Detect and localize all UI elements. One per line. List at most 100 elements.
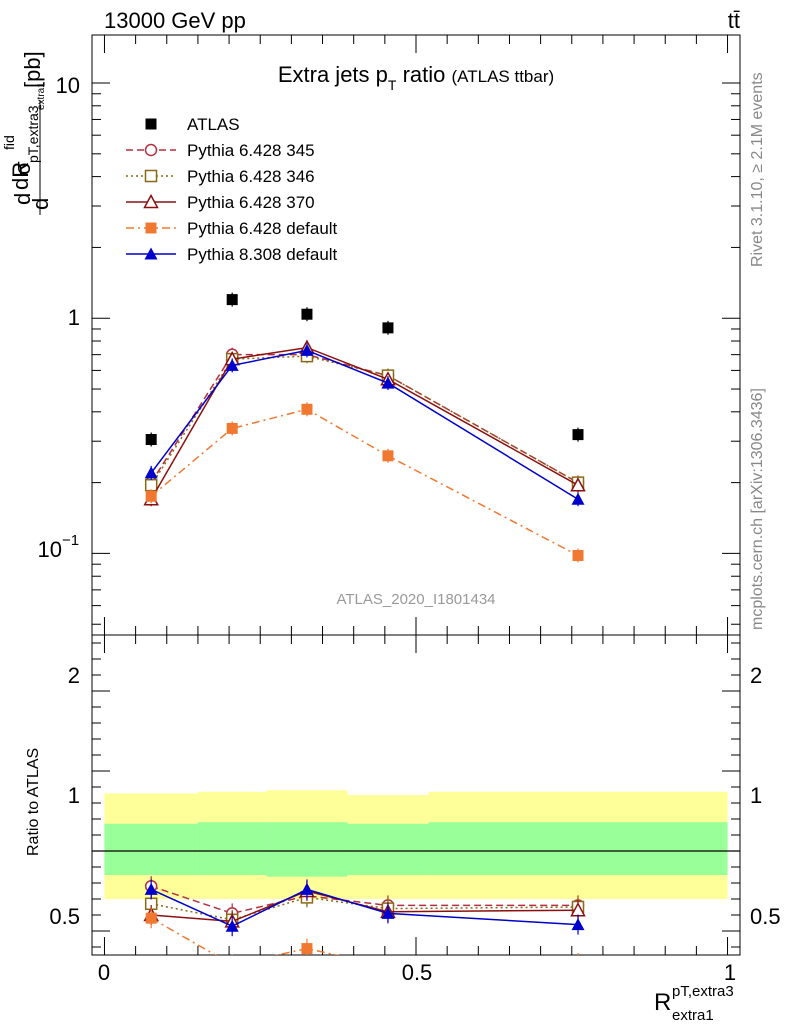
series-5 <box>144 343 585 507</box>
series-line-2 <box>150 355 579 486</box>
xtick-label-0.5: 0.5 <box>402 960 433 985</box>
data-point-5-2 <box>300 343 314 356</box>
top-ytick-label-10: 10 <box>56 73 80 98</box>
data-point-5-0 <box>144 466 158 479</box>
data-point-0-0 <box>145 434 157 446</box>
legend-marker-1 <box>144 143 158 157</box>
bottom-ytick-label-0.5: 0.5 <box>49 904 80 929</box>
series-line-5 <box>150 349 579 500</box>
ratio-point-4-0 <box>144 882 158 895</box>
bottom-ytick-right-label-2: 2 <box>750 663 762 688</box>
legend-label-1: Pythia 6.428 345 <box>187 141 315 160</box>
svg-text:fid: fid <box>1 135 17 150</box>
ratio-point-4-3 <box>381 906 395 919</box>
ratio-series-3 <box>145 908 584 972</box>
bottom-yaxis-label: Ratio to ATLAS <box>25 748 42 856</box>
chart-title: Extra jets pT ratio (ATLAS ttbar) <box>278 62 554 93</box>
top-axis-ticks <box>92 35 740 635</box>
analysis-watermark: ATLAS_2020_I1801434 <box>336 591 495 608</box>
series-line-4 <box>150 408 579 557</box>
legend-item-4: Pythia 6.428 default <box>126 219 338 238</box>
chart-title-note: (ATLAS ttbar) <box>452 67 555 86</box>
ratio-point-3-3 <box>382 961 393 972</box>
svg-text:σ: σ <box>10 161 35 175</box>
top-ytick-label-1: 1 <box>68 305 80 330</box>
data-point-0-1 <box>226 294 238 306</box>
data-point-4-1 <box>226 422 238 434</box>
top-series-group <box>143 292 586 563</box>
chart-title-rest: ratio <box>396 62 445 87</box>
data-point-0-2 <box>301 308 313 320</box>
legend-marker-5 <box>144 247 158 260</box>
bottom-axis-ticks <box>92 635 740 955</box>
ratio-line-1 <box>151 896 579 921</box>
legend-label-4: Pythia 6.428 default <box>187 219 338 238</box>
legend-item-1: Pythia 6.428 345 <box>126 141 315 160</box>
series-4 <box>145 402 584 563</box>
bottom-ytick-right-label-1: 1 <box>750 783 762 808</box>
mcplots-site-label: mcplots.cern.ch [arXiv:1306.3436] <box>749 388 766 630</box>
ratio-point-3-4 <box>573 958 584 969</box>
legend-marker-4 <box>145 222 157 234</box>
green-band-3 <box>347 823 429 875</box>
xaxis-label-superscript: pT,extra3 <box>672 983 734 1000</box>
legend-marker-3 <box>143 193 159 209</box>
data-point-4-3 <box>382 450 394 462</box>
data-point-4-0 <box>145 490 157 502</box>
data-point-5-3 <box>381 376 395 389</box>
legend-label-5: Pythia 8.308 default <box>187 245 338 264</box>
bottom-ytick-right-label-0.5: 0.5 <box>750 904 781 929</box>
top-yaxis-unit: [pb] <box>20 51 45 88</box>
legend-label-2: Pythia 6.428 346 <box>187 167 315 186</box>
ratio-point-3-0 <box>145 912 157 924</box>
header-energy-label: 13000 GeV pp <box>104 8 246 33</box>
ratio-point-3-1 <box>227 959 238 970</box>
svg-text:d: d <box>10 193 35 205</box>
data-point-2-0 <box>144 478 158 492</box>
xaxis-label-subscript: extra1 <box>672 1007 714 1024</box>
green-band-0 <box>104 823 198 875</box>
series-3 <box>143 339 586 507</box>
data-point-4-2 <box>301 403 313 415</box>
legend-item-0: ATLAS <box>145 115 240 134</box>
xtick-label-0: 0 <box>98 960 110 985</box>
xaxis-label-main: R <box>654 989 671 1016</box>
legend-item-2: Pythia 6.428 346 <box>126 167 315 186</box>
legend-label-0: ATLAS <box>187 115 240 134</box>
series-1 <box>144 347 585 490</box>
svg-text:extra1: extra1 <box>36 82 47 110</box>
green-band-1 <box>197 822 267 875</box>
ratio-uncertainty-bands <box>92 790 740 899</box>
bottom-ytick-label-2: 2 <box>68 663 80 688</box>
data-point-5-4 <box>571 492 585 505</box>
data-point-0-4 <box>572 429 584 441</box>
ratio-point-4-4 <box>571 918 585 931</box>
bottom-panel: 2 1 0.5 2 1 0.5 0 0.5 1 Ratio to ATLAS R… <box>25 634 781 1024</box>
xtick-label-1: 1 <box>724 960 736 985</box>
svg-text:pT,extra3: pT,extra3 <box>25 105 41 163</box>
legend: ATLAS Pythia 6.428 345 Pythia 6.428 346 Pyt… <box>126 115 338 264</box>
top-ytick-label-0.1-exponent: −1 <box>62 532 79 549</box>
top-ytick-label-0.1: 10 <box>38 537 62 562</box>
data-point-0-3 <box>382 322 394 334</box>
data-point-5-1 <box>225 358 239 371</box>
bottom-series-group <box>143 876 586 972</box>
chart-title-main: Extra jets p <box>278 62 388 87</box>
header-process-label: tt̄ <box>728 8 740 33</box>
series-line-3 <box>150 346 579 500</box>
legend-marker-0 <box>145 118 157 130</box>
data-point-3-4 <box>570 477 586 492</box>
ratio-point-4-2 <box>300 882 314 895</box>
ratio-line-0 <box>150 885 578 915</box>
ratio-line-3 <box>150 917 340 955</box>
rivet-version-label: Rivet 3.1.10, ≥ 2.1M events <box>749 72 766 267</box>
ratio-series-4 <box>144 879 585 937</box>
legend-label-3: Pythia 6.428 370 <box>187 193 315 212</box>
green-band-4 <box>428 822 728 875</box>
svg-text:dR: dR <box>8 162 33 190</box>
bottom-ytick-label-1: 1 <box>68 783 80 808</box>
data-point-4-4 <box>572 549 584 561</box>
top-panel: 10 1 10 −1 Extra jets pT ratio (ATLAS tt… <box>1 34 741 636</box>
series-0 <box>145 292 584 447</box>
